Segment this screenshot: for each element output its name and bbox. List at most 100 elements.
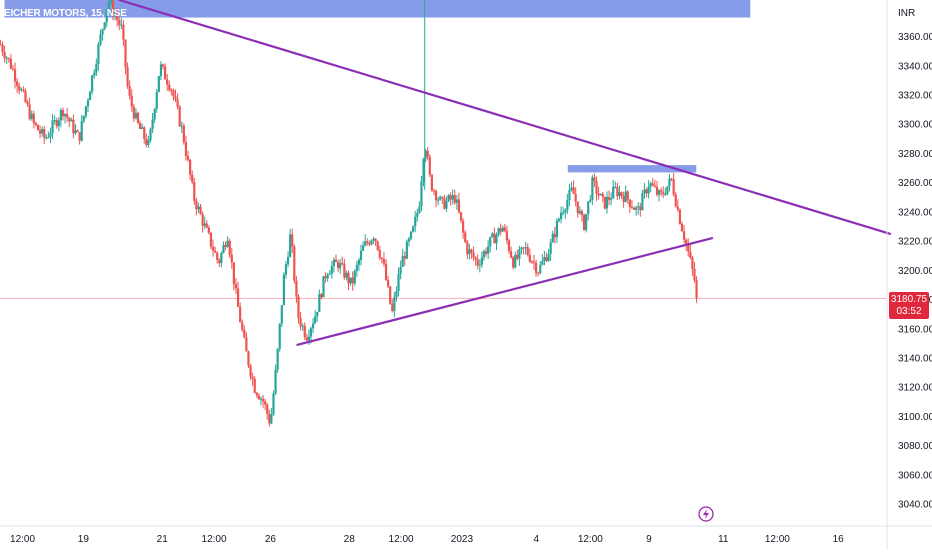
candle-body: [401, 256, 404, 267]
candle-body: [587, 201, 590, 215]
candle-body: [216, 252, 219, 260]
candle-body: [428, 156, 431, 175]
bar-countdown: 03:52: [896, 306, 922, 317]
candle-body: [316, 311, 319, 317]
candle-body: [259, 398, 263, 400]
candle-body: [453, 195, 456, 203]
trendlines[interactable]: [118, 0, 892, 346]
time-tick-label: 11: [718, 534, 729, 545]
candle-body: [166, 79, 169, 85]
candle-body: [245, 337, 248, 352]
lightning-bolt-icon[interactable]: [698, 506, 714, 522]
time-axis[interactable]: 12:00 19 21 12:00 26 28 12:00 2023 4 12:00 9 11 12:0…: [10, 534, 844, 545]
symbol-title[interactable]: EICHER MOTORS, 15, NSE: [4, 8, 127, 19]
candle-body: [674, 194, 677, 207]
candle-body: [641, 193, 644, 211]
price-tick-label: 3140.00: [898, 353, 932, 364]
candle-body: [412, 226, 415, 232]
candle-body: [543, 257, 546, 261]
candle-body: [549, 242, 552, 254]
candle-body: [537, 272, 540, 274]
candle-body: [224, 244, 227, 247]
candle-body: [432, 190, 436, 192]
candle-body: [278, 323, 281, 349]
time-tick-label: 9: [646, 534, 652, 545]
candle-body: [161, 64, 165, 67]
candle-body: [449, 195, 452, 200]
candle-body: [374, 238, 377, 241]
candle-body: [572, 187, 575, 195]
candle-body: [482, 251, 486, 258]
candle-body: [416, 212, 419, 217]
candle-body: [326, 274, 329, 279]
candle-body: [695, 280, 698, 299]
price-tick-label: 3120.00: [898, 383, 932, 394]
candle-body: [232, 262, 235, 285]
time-tick-label: 12:00: [765, 534, 790, 545]
candle-body: [32, 113, 35, 123]
price-tick-label: 3200.00: [898, 266, 932, 277]
candle-body: [532, 261, 536, 263]
candle-body: [378, 249, 381, 258]
candle-body: [607, 196, 611, 200]
candle-body: [372, 238, 375, 241]
time-tick-label: 2023: [451, 534, 474, 545]
candles: [0, 0, 698, 427]
candle-body: [391, 303, 394, 312]
candle-body: [120, 24, 123, 26]
time-tick-label: 12:00: [578, 534, 603, 545]
candle-body: [63, 114, 67, 117]
candle-body: [118, 20, 121, 26]
candle-body: [422, 159, 425, 182]
candle-body: [105, 9, 108, 23]
candle-body: [407, 238, 411, 242]
currency-label: INR: [898, 8, 915, 19]
candle-body: [222, 244, 225, 253]
candle-body: [574, 194, 577, 202]
candle-body: [82, 115, 85, 122]
candle-body: [418, 206, 421, 213]
candle-body: [478, 264, 481, 266]
candle-body: [107, 2, 110, 10]
candle-body: [91, 75, 94, 92]
candle-body: [276, 348, 279, 370]
candle-body: [220, 252, 223, 264]
price-tick-label: 3360.00: [898, 32, 932, 43]
candle-body: [518, 249, 521, 259]
candle-body: [264, 401, 267, 405]
zones[interactable]: [4, 0, 751, 173]
candle-body: [330, 266, 333, 274]
price-tick-label: 3040.00: [898, 500, 932, 511]
candle-body: [320, 294, 323, 298]
candle-body: [578, 210, 581, 214]
candle-body: [74, 130, 77, 134]
candle-body: [41, 129, 44, 134]
candle-body: [524, 247, 527, 249]
candle-body: [284, 264, 288, 275]
candle-body: [305, 337, 308, 341]
candle-body: [414, 216, 417, 227]
candle-body: [172, 90, 175, 97]
candle-body: [355, 264, 358, 271]
candle-body: [662, 192, 665, 195]
candle-body: [522, 247, 525, 249]
time-tick-label: 28: [344, 534, 356, 545]
candle-body: [451, 195, 454, 200]
candle-body: [359, 250, 363, 261]
candle-body: [111, 0, 115, 16]
candle-body: [49, 133, 52, 137]
candle-body: [13, 69, 17, 82]
candle-body: [605, 196, 609, 209]
candle-body: [243, 329, 246, 338]
candle-body: [253, 378, 256, 393]
candle-body: [36, 124, 40, 131]
candle-body: [274, 369, 277, 394]
candle-body: [591, 177, 594, 200]
candle-body: [336, 262, 340, 269]
time-tick-label: 4: [533, 534, 539, 545]
candle-body: [170, 90, 173, 92]
candle-body: [130, 95, 133, 107]
candle-body: [530, 261, 534, 263]
